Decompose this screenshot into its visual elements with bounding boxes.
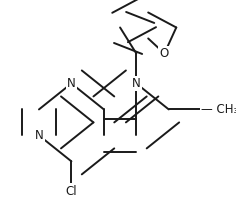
Text: N: N	[132, 77, 141, 90]
Text: — CH₃: — CH₃	[201, 103, 236, 116]
Text: O: O	[160, 47, 169, 60]
Text: N: N	[35, 129, 43, 142]
Text: Cl: Cl	[66, 185, 77, 198]
Text: N: N	[67, 77, 76, 90]
